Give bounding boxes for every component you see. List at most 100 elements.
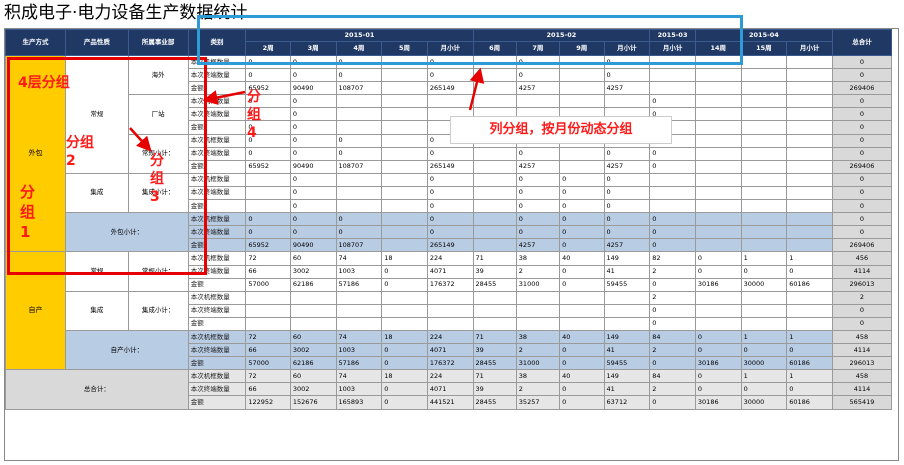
attr-jicheng-zc: 集成	[65, 290, 129, 331]
table-row: 本次终端数量 0 0 0 0 0 0 0	[6, 68, 893, 83]
annotation-column-group: 列分组，按月份动态分组	[450, 116, 672, 144]
value-cell: 35257	[515, 395, 561, 410]
value-cell: 0	[649, 395, 696, 410]
row-total-cell: 0	[831, 54, 893, 70]
value-cell: 59455	[603, 356, 651, 371]
value-cell	[740, 238, 788, 253]
jicheng-subtotal-label: 集成小计：	[127, 172, 189, 214]
page-title: 积成电子·电力设备生产数据统计	[4, 3, 248, 23]
value-cell: 63712	[603, 395, 651, 410]
value-cell: 0	[559, 395, 605, 410]
annotation-group4: 分组4	[247, 89, 261, 141]
table-row: 本次终端数量 0 0 0 0 0 0	[6, 185, 893, 201]
table-row: 金额 57000 62186 57186 0 176372 28455 31000 0 59455…	[6, 356, 893, 371]
column-group-highlight-box	[197, 15, 743, 65]
table-row: 本次终端数量 0 0 0 0 0 0 0 0	[6, 146, 893, 161]
value-cell: 28455	[472, 356, 517, 371]
row-total-cell: 0	[831, 68, 893, 83]
value-cell	[694, 212, 742, 227]
header-week: 14周	[694, 41, 742, 56]
dept-changzhan: 厂站	[127, 94, 189, 135]
header-week: 4周	[335, 41, 383, 56]
value-cell: 62186	[289, 356, 337, 371]
value-cell: 0	[381, 395, 428, 410]
value-cell: 0	[335, 212, 383, 227]
value-cell: 0	[559, 382, 605, 397]
value-cell: 30186	[694, 395, 742, 410]
value-cell: 0	[603, 212, 651, 227]
value-cell	[381, 212, 428, 227]
header-dept: 所属事业部	[127, 29, 189, 56]
value-cell: 165893	[335, 395, 383, 410]
table-row: 厂站 本次机框数量 0 0 0 0	[6, 94, 893, 135]
changgui-subtotal-label: 常规小计：	[127, 133, 189, 174]
value-cell: 74	[335, 369, 383, 384]
row-total-cell: 269406	[831, 159, 893, 174]
category-label: 金额	[187, 395, 247, 410]
zichan-subtotal-label: 自产小计：	[65, 329, 189, 371]
table-row: 本次终端数量 66 3002 1003 0 4071 39 2 0 41 2 0 0 0 4114	[6, 382, 893, 397]
value-cell: 0	[603, 225, 651, 240]
group-highlight-box	[7, 57, 207, 275]
value-cell: 0	[694, 329, 742, 345]
header-month: 2015-03	[649, 29, 696, 42]
arrow-group4	[202, 90, 246, 105]
value-cell: 66	[245, 343, 291, 358]
table-row: 自产 常规 常规小计： 本次机框数量 72 60 74 18 224 71 38 40 149 82 0 1 1…	[4, 251, 893, 371]
value-cell	[694, 225, 742, 240]
header-total: 总合计	[831, 29, 893, 56]
row-total-cell: 269406	[831, 81, 893, 96]
value-cell: 0	[515, 225, 561, 240]
value-cell: 2	[649, 382, 696, 397]
value-cell: 0	[559, 343, 605, 358]
value-cell: 122952	[245, 395, 291, 410]
row-total-cell: 0	[831, 316, 893, 331]
value-cell: 108707	[335, 238, 383, 253]
method-waibao: 外包	[4, 54, 67, 253]
value-cell: 0	[245, 225, 291, 240]
value-cell: 71	[472, 369, 517, 384]
value-cell: 0	[426, 212, 474, 227]
category-label: 本次机框数量	[187, 329, 247, 345]
header-week: 7周	[515, 41, 561, 56]
value-cell: 0	[559, 212, 605, 227]
header-month: 2015-01	[245, 29, 474, 42]
annotation-layer4: 4层分组	[18, 75, 70, 91]
value-cell: 2	[515, 382, 561, 397]
table-row: 集成 集成小计： 本次机框数量 2 2	[6, 290, 893, 331]
arrow-group3	[129, 127, 152, 152]
row-total-cell: 0	[831, 225, 893, 240]
header-row-months: 生产方式 产品性质 所属事业部 类别 2015-01 2015-02 2015-03 2015…	[4, 29, 893, 56]
header-attr: 产品性质	[65, 29, 129, 56]
category-label: 金额	[187, 356, 247, 371]
changgui-subtotal-label-zc: 常规小计：	[127, 251, 189, 292]
table-row: 金额 122952 152676 165893 0 441521 28455 35257 0 63…	[6, 395, 893, 410]
value-cell	[786, 225, 833, 240]
category-label: 本次终端数量	[187, 382, 247, 397]
report-table: 生产方式 产品性质 所属事业部 类别 2015-01 2015-02 2015-03 2015…	[4, 29, 893, 410]
value-cell: 60186	[786, 356, 833, 371]
row-total-cell: 565419	[831, 395, 893, 410]
attr-jicheng: 集成	[65, 172, 129, 214]
value-cell: 0	[649, 225, 696, 240]
table-row: 金额 65952 90490 108707 265149 4257 4257 0 269406	[6, 159, 893, 174]
annotation-group3: 分组3	[150, 153, 164, 205]
value-cell: 0	[740, 382, 788, 397]
table-row: 外包小计： 本次机框数量 0 0 0 0 0 0 0 0 0	[6, 212, 893, 253]
value-cell: 176372	[426, 356, 474, 371]
value-cell: 3002	[289, 382, 337, 397]
row-total-cell: 4114	[831, 343, 893, 358]
grand-total-label: 总合计：	[5, 369, 189, 410]
row-total-cell: 269406	[831, 238, 893, 253]
row-total-cell: 456	[831, 251, 893, 266]
row-total-cell: 0	[831, 120, 893, 135]
value-cell: 31000	[515, 356, 561, 371]
value-cell	[786, 238, 833, 253]
header-week: 月小计	[603, 41, 651, 56]
value-cell: 0	[694, 343, 742, 358]
row-total-cell: 0	[831, 146, 893, 161]
row-total-cell: 0	[831, 94, 893, 109]
value-cell: 41	[603, 382, 651, 397]
value-cell: 2	[649, 343, 696, 358]
